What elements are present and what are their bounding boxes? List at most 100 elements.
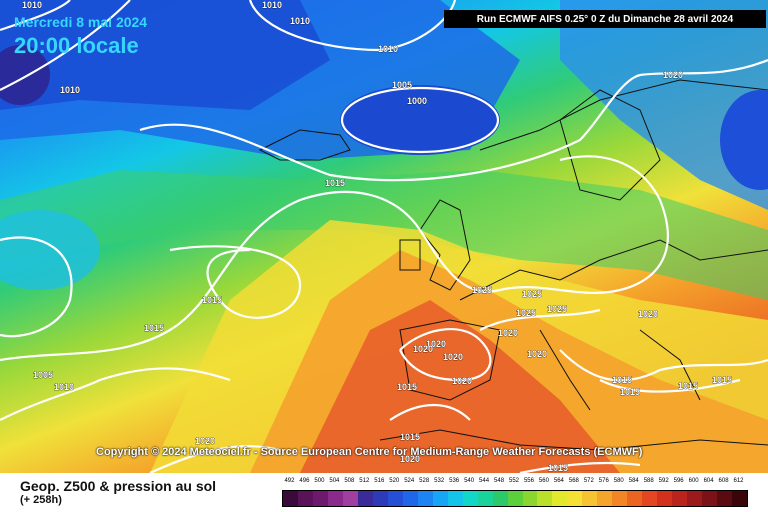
legend-label: 540 [464,478,475,484]
legend-label: 588 [643,478,654,484]
isobar-label: 1015 [548,463,568,473]
legend-label: 496 [299,478,310,484]
isobar-label: 1025 [547,304,567,314]
legend-swatch [492,491,508,506]
forecast-time: 20:00 locale [14,33,139,58]
cutoff-low-west [0,210,100,290]
legend-swatch [657,491,673,506]
legend-label: 564 [553,478,564,484]
isobar-label: 1020 [527,349,547,359]
legend-label: 532 [434,478,445,484]
map-title: Geop. Z500 & pression au sol [20,478,217,494]
legend-label: 520 [389,478,400,484]
isobar-label: 1015 [400,432,420,442]
legend-label: 600 [688,478,699,484]
isobar-label: 1010 [290,16,310,26]
legend-swatch [717,491,733,506]
coastlines [258,79,768,451]
legend-label: 508 [344,478,355,484]
isobar-label: 1020 [452,376,472,386]
legend-swatch [417,491,433,506]
legend-label: 584 [628,478,639,484]
legend-label: 556 [523,478,534,484]
legend-label: 596 [673,478,684,484]
legend-swatch [537,491,553,506]
isobar-label: 1010 [262,0,282,10]
legend-swatch [447,491,463,506]
legend-swatch [387,491,403,506]
legend-swatch [567,491,583,506]
legend-swatch [297,491,313,506]
legend-label: 612 [733,478,744,484]
legend-label: 572 [583,478,594,484]
legend-label: 500 [314,478,325,484]
legend-swatch [522,491,538,506]
forecast-lead: (+ 258h) [20,494,62,506]
low-core-1000 [340,85,500,155]
isobar-labels: 1010 1010 1010 1010 1005 1000 1020 1015 … [22,0,733,473]
legend-swatch [702,491,718,506]
isobar-label: 1010 [54,382,74,392]
legend-swatch [477,491,493,506]
isobar-label: 1020 [400,454,420,464]
mid-band [0,170,768,300]
legend-swatch [432,491,448,506]
legend-swatch [597,491,613,506]
legend-swatch [462,491,478,506]
isobar-label: 1025 [516,308,536,318]
legend-swatch [372,491,388,506]
isobar-label: 1020 [443,352,463,362]
isobar-label: 1010 [378,44,398,54]
legend-swatch [283,491,298,506]
isobar-label: 1020 [413,344,433,354]
legend-swatch [342,491,358,506]
legend-swatch [507,491,523,506]
isobar-label: 1015 [202,295,222,305]
legend-swatch [582,491,598,506]
legend-swatch [687,491,703,506]
weather-map: 1010 1010 1010 1010 1005 1000 1020 1015 … [0,0,768,473]
legend-label: 516 [374,478,385,484]
legend-swatch [327,491,343,506]
isobar-label: 1015 [144,323,164,333]
legend-label: 536 [449,478,460,484]
legend-label: 548 [494,478,505,484]
color-legend: 492 496 500 504 508 512 516 520 524 528 532 536 540 5… [282,478,748,508]
legend-swatch [312,491,328,506]
isobar-label: 1000 [407,96,427,106]
legend-bar [282,490,748,507]
isobar-label: 1015 [325,178,345,188]
legend-label: 512 [359,478,370,484]
isobar-label: 1010 [22,0,42,10]
legend-label: 544 [479,478,490,484]
isobar-label: 1020 [498,328,518,338]
legend-label: 608 [718,478,729,484]
isobar-label: 1015 [397,382,417,392]
isobar-label: 1020 [195,436,215,446]
legend-label: 580 [613,478,624,484]
deep-low-core [0,45,50,105]
isobars [0,0,768,473]
copyright-notice: Copyright © 2024 Meteociel.fr - Source E… [96,446,643,458]
legend-swatch [612,491,628,506]
legend-swatch [627,491,643,506]
legend-label: 576 [598,478,609,484]
ridge-core [300,300,620,473]
legend-label: 504 [329,478,340,484]
isobar-label: 1025 [522,289,542,299]
isobar-label: 1010 [60,85,80,95]
isobar-label: 1015 [620,387,640,397]
z500-map-canvas: 1010 1010 1010 1010 1005 1000 1020 1015 … [0,0,768,473]
run-info: Run ECMWF AIFS 0.25° 0 Z du Dimanche 28 … [444,10,766,28]
forecast-date: Mercredi 8 mai 2024 [14,14,148,30]
isobar-label: 1015 [712,375,732,385]
legend-label: 568 [568,478,579,484]
isobar-label: 1015 [678,381,698,391]
isobar-label: 1020 [426,339,446,349]
isobar-label: 1020 [663,70,683,80]
isobar-label: 1025 [472,285,492,295]
legend-swatch [642,491,658,506]
legend-label: 592 [658,478,669,484]
legend-labels: 492 496 500 504 508 512 516 520 524 528 532 536 540 5… [282,478,746,488]
legend-label: 560 [538,478,549,484]
